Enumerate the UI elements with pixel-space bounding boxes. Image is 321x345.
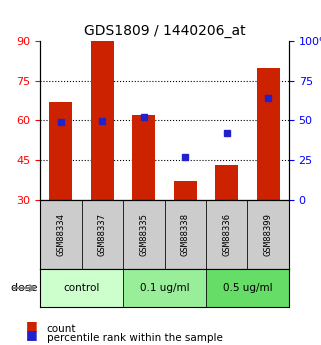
- Text: control: control: [64, 283, 100, 293]
- Bar: [132, 115, 155, 199]
- Title: GDS1809 / 1440206_at: GDS1809 / 1440206_at: [84, 23, 245, 38]
- Bar: [123, 269, 206, 307]
- Text: GSM88336: GSM88336: [222, 213, 231, 256]
- Bar: [40, 269, 123, 307]
- Bar: [206, 199, 247, 269]
- Text: GSM88338: GSM88338: [181, 213, 190, 256]
- Bar: [91, 41, 114, 199]
- Bar: [40, 199, 82, 269]
- Bar: [165, 199, 206, 269]
- Text: percentile rank within the sample: percentile rank within the sample: [47, 333, 222, 343]
- Text: 0.5 ug/ml: 0.5 ug/ml: [223, 283, 272, 293]
- Bar: [206, 269, 289, 307]
- Text: ■: ■: [26, 319, 38, 333]
- Bar: [257, 68, 280, 199]
- Text: count: count: [47, 325, 76, 334]
- Bar: [247, 199, 289, 269]
- Text: ■: ■: [26, 328, 38, 341]
- Bar: [82, 199, 123, 269]
- Bar: [215, 165, 238, 199]
- Text: GSM88335: GSM88335: [139, 213, 148, 256]
- Text: GSM88334: GSM88334: [56, 213, 65, 256]
- Text: GSM88399: GSM88399: [264, 213, 273, 256]
- Text: 0.1 ug/ml: 0.1 ug/ml: [140, 283, 189, 293]
- Bar: [123, 199, 165, 269]
- Text: GSM88337: GSM88337: [98, 213, 107, 256]
- Text: dose: dose: [11, 283, 41, 293]
- Bar: [174, 181, 197, 199]
- Bar: [49, 102, 72, 199]
